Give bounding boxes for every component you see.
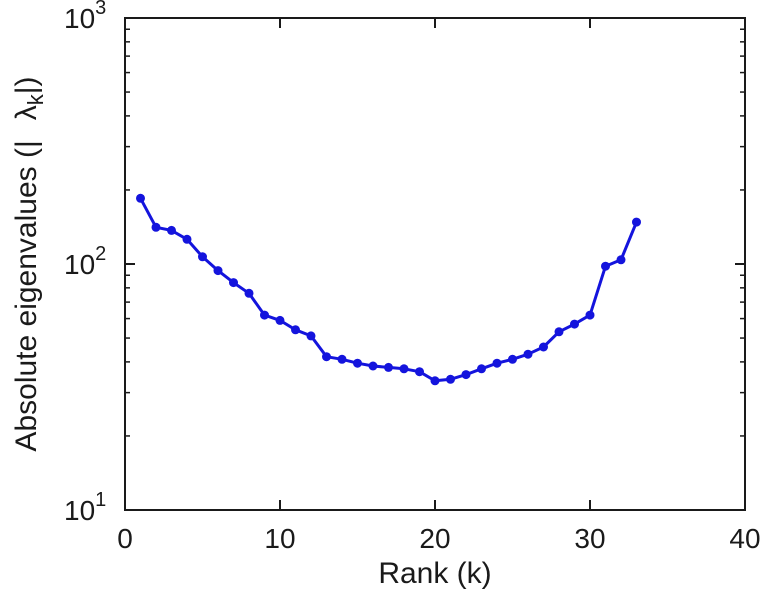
data-point xyxy=(167,225,176,235)
y-tick-label: 103 xyxy=(64,0,106,34)
data-point xyxy=(260,310,269,320)
x-tick-label: 30 xyxy=(574,523,605,554)
data-point xyxy=(492,358,502,368)
x-tick-label: 10 xyxy=(264,523,295,554)
data-point xyxy=(275,315,285,325)
plot-box xyxy=(124,17,746,511)
y-axis-label: Absolute eigenvalues (|λk|) xyxy=(10,76,48,451)
data-point xyxy=(322,352,331,362)
data-point xyxy=(198,252,207,262)
data-point xyxy=(306,331,316,341)
x-tick-label: 40 xyxy=(729,523,760,554)
data-point xyxy=(446,374,455,384)
data-point xyxy=(182,234,192,244)
y-tick-label: 102 xyxy=(64,243,106,280)
data-point xyxy=(477,364,486,374)
data-point xyxy=(213,266,223,276)
x-tick-label: 20 xyxy=(419,523,450,554)
data-point xyxy=(368,361,378,371)
data-point xyxy=(337,354,347,364)
data-point xyxy=(353,358,362,368)
y-tick-label: 101 xyxy=(64,489,106,526)
data-point xyxy=(229,278,238,288)
data-point xyxy=(554,327,564,337)
series-markers xyxy=(136,193,641,386)
x-axis-label: Rank (k) xyxy=(378,557,491,590)
axes xyxy=(124,17,746,511)
data-point xyxy=(539,342,548,352)
data-point xyxy=(570,319,579,329)
x-tick-label: 0 xyxy=(117,523,133,554)
data-point xyxy=(585,310,595,320)
data-point xyxy=(523,349,533,359)
data-point xyxy=(508,354,517,364)
data-point xyxy=(616,255,626,265)
data-point xyxy=(461,370,471,380)
data-point xyxy=(136,193,145,203)
data-point xyxy=(601,261,610,271)
data-point xyxy=(244,288,254,298)
data-point xyxy=(384,362,393,372)
data-point xyxy=(430,376,440,386)
data-point xyxy=(291,325,300,335)
data-point xyxy=(151,222,161,232)
data-point xyxy=(399,364,409,374)
axis-labels: 0 10 20 30 40 101 102 103 Rank (k) Absolute eigen… xyxy=(10,0,761,590)
data-point xyxy=(415,367,424,377)
data-point xyxy=(632,217,641,227)
series-line xyxy=(139,196,638,383)
